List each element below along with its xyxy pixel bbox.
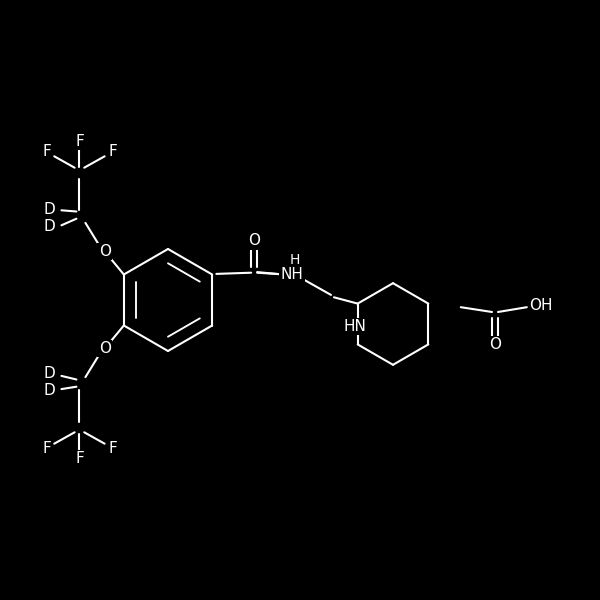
Text: F: F	[75, 134, 84, 149]
Text: O: O	[98, 244, 110, 259]
Text: HN: HN	[343, 319, 366, 334]
Text: O: O	[489, 337, 501, 352]
Text: N: N	[289, 267, 301, 282]
Text: D: D	[44, 202, 55, 217]
Text: D: D	[44, 366, 55, 381]
Text: H: H	[290, 253, 300, 266]
Text: F: F	[42, 441, 51, 456]
Text: F: F	[75, 451, 84, 466]
Text: F: F	[108, 441, 117, 456]
Text: F: F	[42, 144, 51, 159]
Text: O: O	[98, 341, 110, 356]
Text: D: D	[44, 219, 55, 234]
Text: D: D	[44, 383, 55, 398]
Text: NH: NH	[281, 267, 304, 282]
Text: F: F	[108, 144, 117, 159]
Text: O: O	[248, 233, 260, 248]
Text: OH: OH	[529, 298, 553, 313]
